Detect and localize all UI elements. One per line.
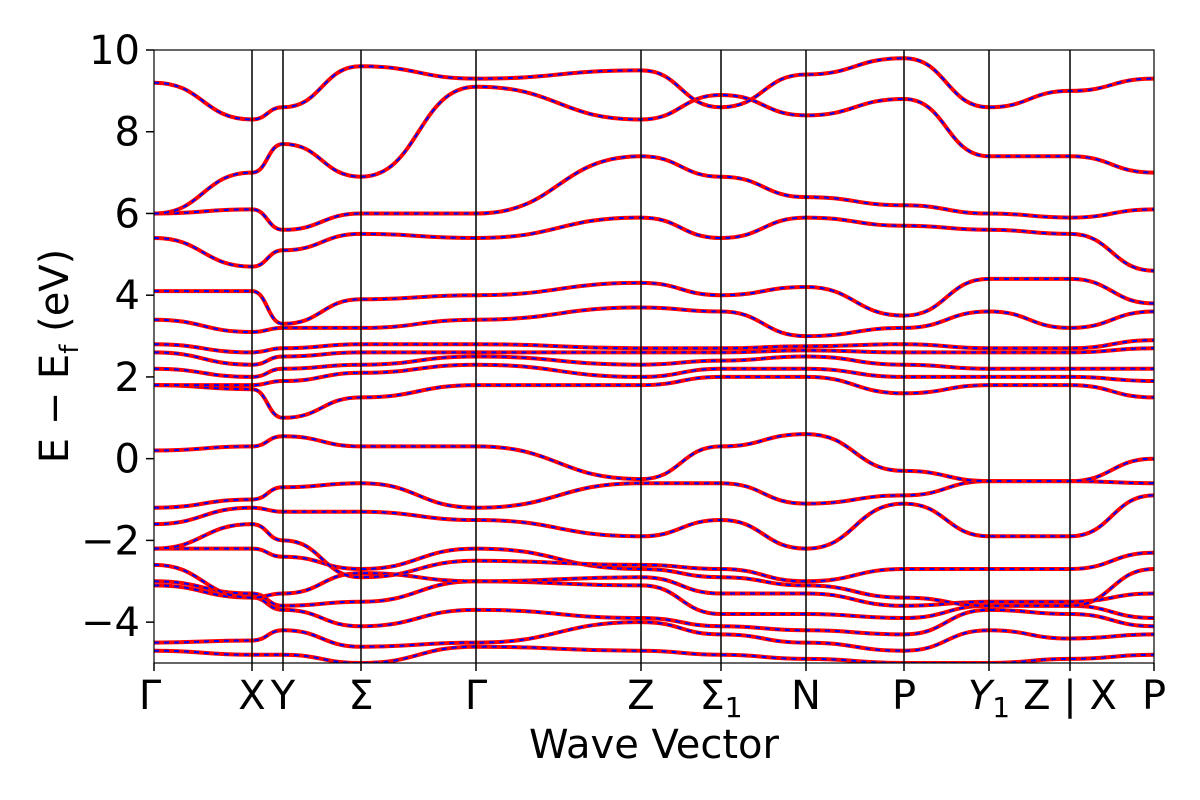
y-tick-label-5: 6 [115, 191, 140, 237]
y-tick-label-2: 0 [115, 437, 140, 483]
kpoint-lines [251, 50, 1071, 663]
x-tick-label-1: X [238, 673, 265, 719]
x-tick-label-8: P [892, 673, 916, 719]
y-tick-label-7: 10 [89, 28, 140, 74]
x-tick-label-main-11: P [1142, 673, 1166, 719]
y-tick-label-4: 4 [115, 273, 140, 319]
x-tick-label-main-5: Z [627, 673, 654, 719]
x-tick-label-7: N [791, 673, 821, 719]
x-tick-label-main-4: Γ [465, 673, 488, 719]
y-tick-label-3: 2 [115, 355, 140, 401]
x-axis-label: Wave Vector [529, 722, 780, 768]
x-tick-label-6: Σ1 [699, 673, 742, 724]
x-tick-label-2: Y [270, 673, 296, 719]
x-tick-label-10: Z | X [1023, 673, 1117, 719]
x-tick-label-main-9: Y [968, 673, 996, 719]
x-tick-label-main-1: X [238, 673, 265, 719]
x-tick-label-main-2: Y [270, 673, 296, 719]
plot-frame [153, 49, 1155, 664]
x-tick-label-5: Z [627, 673, 654, 719]
x-tick-label-main-7: N [791, 673, 821, 719]
x-tick-label-3: Σ [348, 673, 373, 719]
y-tick-label-1: −2 [81, 518, 140, 564]
band-14-dashed [154, 339, 1154, 354]
x-tick-label-main-10: Z | X [1023, 673, 1117, 719]
y-axis-ticks: −4 −2 0 2 4 6 8 10 [81, 28, 154, 646]
x-tick-label-9: Y1 [968, 673, 1010, 724]
x-tick-label-main-6: Σ [699, 673, 724, 719]
x-tick-label-0: Γ [139, 673, 162, 719]
x-tick-label-11: P [1142, 673, 1166, 719]
y-tick-label-0: −4 [81, 600, 140, 646]
y-tick-label-6: 8 [115, 110, 140, 156]
x-tick-label-main-8: P [892, 673, 916, 719]
y-axis-label: E − Ef (eV) [32, 249, 85, 464]
x-tick-label-sub-6: 1 [725, 691, 743, 724]
band-17-dashed [154, 216, 1154, 272]
y-axis-label-sub: f [55, 344, 85, 354]
band-18-dashed [154, 155, 1154, 231]
y-axis-label-lead: E − E [32, 354, 78, 464]
y-axis-label-tail: (eV) [32, 249, 78, 345]
x-tick-label-4: Γ [465, 673, 488, 719]
x-tick-label-sub-9: 1 [992, 691, 1010, 724]
x-tick-label-main-0: Γ [139, 673, 162, 719]
x-tick-label-main-3: Σ [348, 673, 373, 719]
